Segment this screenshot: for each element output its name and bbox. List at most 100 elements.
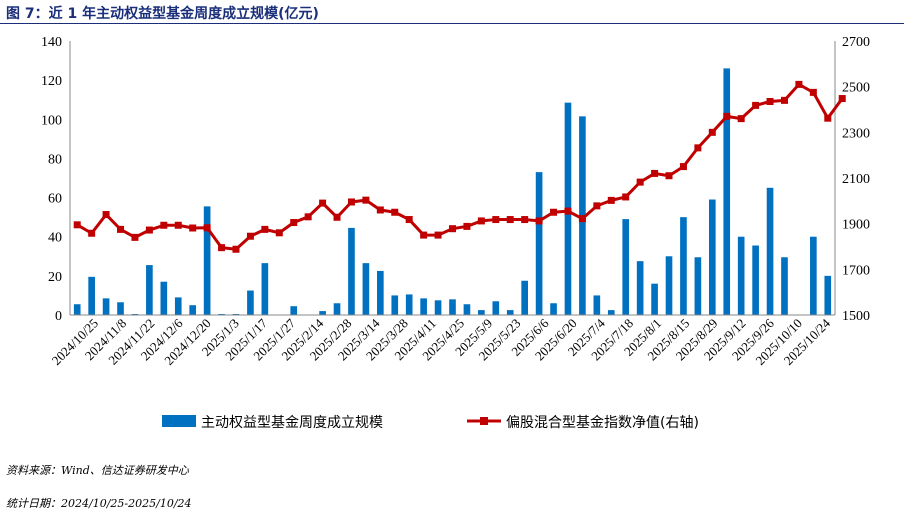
line-point (145, 226, 153, 234)
bar (117, 302, 124, 315)
line-point (174, 221, 182, 229)
bar (723, 68, 731, 316)
line-point (521, 216, 529, 224)
line-point (232, 245, 240, 253)
bar (102, 298, 110, 315)
line-point (73, 221, 81, 229)
line-point (809, 88, 817, 96)
line-point (838, 95, 846, 103)
line-point (795, 80, 803, 88)
left-tick-label: 80 (48, 152, 62, 167)
right-tick-label: 1700 (842, 263, 870, 278)
bar (261, 263, 269, 315)
line-point (708, 128, 716, 136)
bar (636, 261, 644, 315)
bar (434, 300, 442, 315)
line-point (665, 172, 673, 180)
line-point (593, 202, 601, 210)
legend-line-marker (480, 417, 488, 425)
line-point (420, 231, 428, 239)
bar (319, 311, 326, 315)
line-point (347, 198, 355, 206)
bar (781, 257, 788, 315)
line-point (290, 219, 298, 227)
line-point (535, 217, 543, 225)
line-point (492, 216, 500, 224)
bar (88, 276, 95, 315)
right-tick-label: 2500 (842, 81, 870, 96)
left-tick-label: 120 (41, 74, 62, 89)
bar (247, 290, 254, 315)
bar (391, 295, 399, 315)
line-point (651, 169, 659, 177)
bar (651, 283, 658, 315)
line-point (102, 211, 110, 219)
bar (535, 172, 543, 315)
right-tick-label: 1500 (842, 309, 870, 324)
bar (377, 270, 384, 315)
x-axis-ticks: 2024/10/252024/11/82024/11/222024/12/620… (49, 315, 834, 368)
bar (607, 310, 615, 315)
line-point (564, 207, 572, 215)
line-point (333, 213, 341, 221)
bar (73, 304, 81, 315)
bar (203, 206, 211, 315)
right-tick-label: 1900 (842, 218, 870, 233)
right-axis-ticks: 1500 1700 1900 2100 2300 2500 2700 (842, 35, 870, 324)
bar (492, 301, 500, 315)
legend-bar-swatch (162, 415, 196, 427)
bar (665, 256, 673, 315)
bar (506, 310, 514, 315)
page-title: 图 7：近 1 年主动权益型基金周度成立规模(亿元) (6, 6, 319, 22)
line-point (463, 222, 471, 230)
line-point (203, 224, 211, 232)
bar (521, 280, 528, 315)
line-point (434, 231, 442, 239)
line-point (189, 224, 197, 232)
line-point (275, 229, 283, 237)
bar (189, 305, 197, 315)
line-point (160, 221, 168, 229)
line-point (117, 225, 125, 233)
line-series (73, 80, 846, 253)
left-tick-label: 60 (48, 192, 62, 207)
line-point (737, 115, 745, 123)
line-point (679, 163, 687, 171)
legend: 主动权益型基金周度成立规模 偏股混合型基金指数净值(右轴) (162, 414, 699, 431)
bar (752, 245, 759, 315)
line-point (694, 144, 702, 152)
left-tick-label: 0 (55, 309, 62, 324)
bar (737, 236, 745, 315)
bar (550, 303, 557, 315)
bar (405, 294, 413, 315)
line-point (319, 199, 327, 207)
line-point (780, 96, 788, 104)
bar (622, 219, 630, 315)
legend-bar-label: 主动权益型基金周度成立规模 (201, 414, 383, 431)
line-point (218, 244, 226, 252)
line-point (578, 215, 586, 223)
bar (146, 265, 153, 315)
bar (766, 187, 774, 315)
bar (478, 310, 485, 315)
source-note: 资料来源：Wind、信达证券研发中心 (6, 464, 189, 477)
bar (362, 263, 370, 315)
line-point (131, 233, 139, 241)
line-point (477, 217, 485, 225)
bar (593, 295, 601, 315)
line-point (824, 114, 832, 122)
bar (449, 299, 456, 315)
left-tick-label: 40 (48, 231, 62, 246)
line-point (88, 229, 96, 237)
line-point (391, 208, 399, 216)
line-point (506, 216, 514, 224)
title-rule (0, 23, 904, 24)
bar-series (73, 68, 832, 316)
bar (680, 217, 687, 315)
line-point (550, 208, 558, 216)
right-tick-label: 2300 (842, 126, 870, 141)
right-tick-label: 2700 (842, 35, 870, 50)
bar (174, 297, 182, 315)
date-range-note: 统计日期：2024/10/25-2025/10/24 (6, 497, 192, 510)
